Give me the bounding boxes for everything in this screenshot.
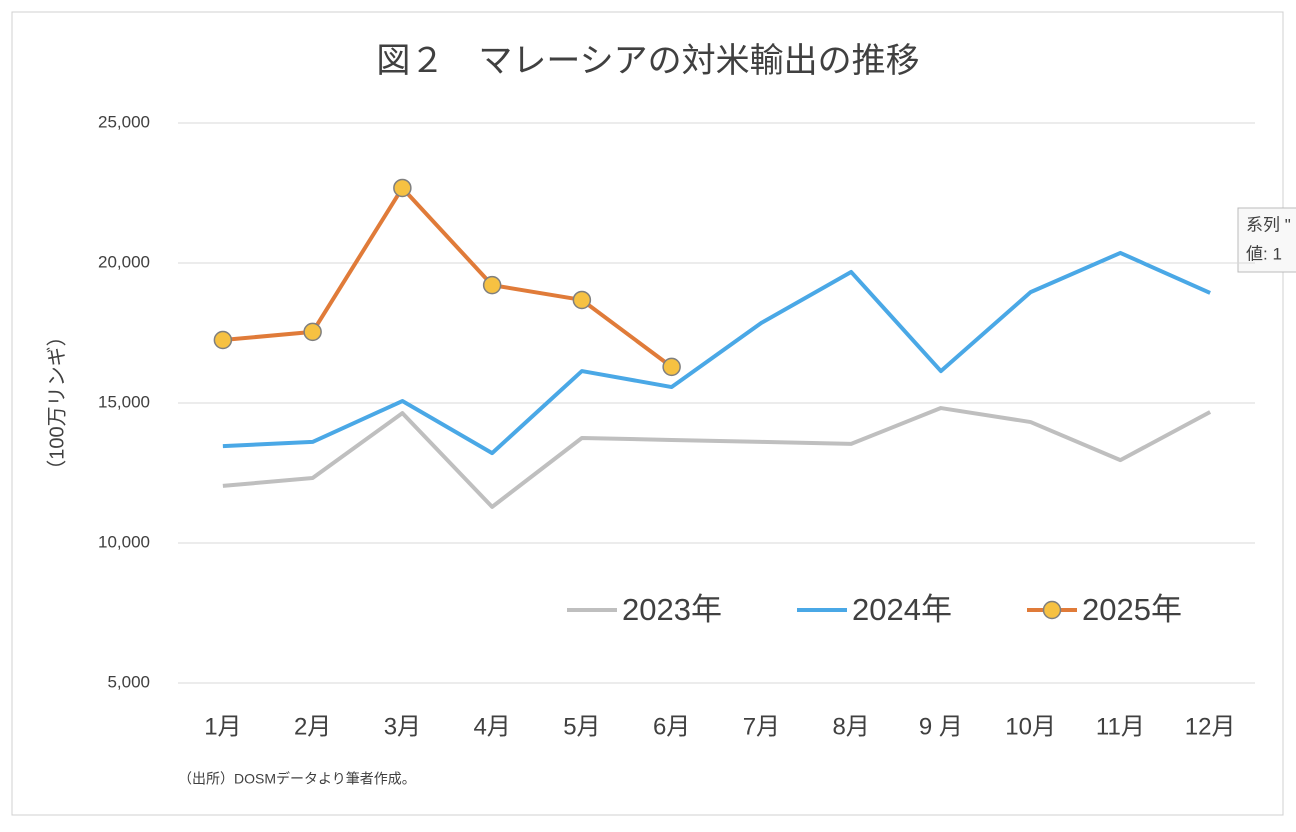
x-tick-label: 3月 [384,713,421,740]
y-axis-label: （100万リンギ） [45,326,68,479]
x-tick-label: 8月 [832,713,869,740]
tooltip: 系列 " 値: 1 [1237,207,1296,273]
marker [213,330,233,350]
tooltip-text: 系列 " [1246,215,1291,234]
x-tick-label: 9 月 [919,713,963,740]
x-tick-label: 2月 [294,713,331,740]
legend-label: 2023年 [622,592,722,627]
x-tick-label: 10月 [1005,713,1056,740]
y-tick-label: 25,000 [98,112,150,131]
x-tick-label: 4月 [473,713,510,740]
y-tick-label: 10,000 [98,532,150,551]
y-tick-label: 20,000 [98,252,150,271]
legend-label: 2025年 [1082,592,1182,627]
y-tick-label: 5,000 [107,672,150,691]
marker [482,275,502,295]
x-tick-label: 5月 [563,713,600,740]
chart-title: 図２ マレーシアの対米輸出の推移 [376,42,919,80]
x-tick-label: 1月 [204,713,241,740]
chart-frame [11,11,1284,816]
marker [572,290,592,310]
marker [303,322,322,342]
y-tick-label: 15,000 [98,392,150,411]
x-tick-label: 7月 [743,713,780,740]
x-tick-label: 12月 [1185,713,1236,740]
legend-marker [1042,600,1062,620]
marker [662,357,681,377]
source-note: （出所）DOSMデータより筆者作成。 [178,771,416,787]
tooltip-text: 値: 1 [1246,244,1282,263]
legend-label: 2024年 [852,592,952,627]
tooltip-box [1237,207,1296,273]
series-line [222,185,673,369]
marker [393,178,412,198]
x-tick-label: 11月 [1096,713,1145,740]
series-line [222,406,1212,509]
series-line [222,250,1211,456]
x-tick-label: 6月 [653,713,690,740]
